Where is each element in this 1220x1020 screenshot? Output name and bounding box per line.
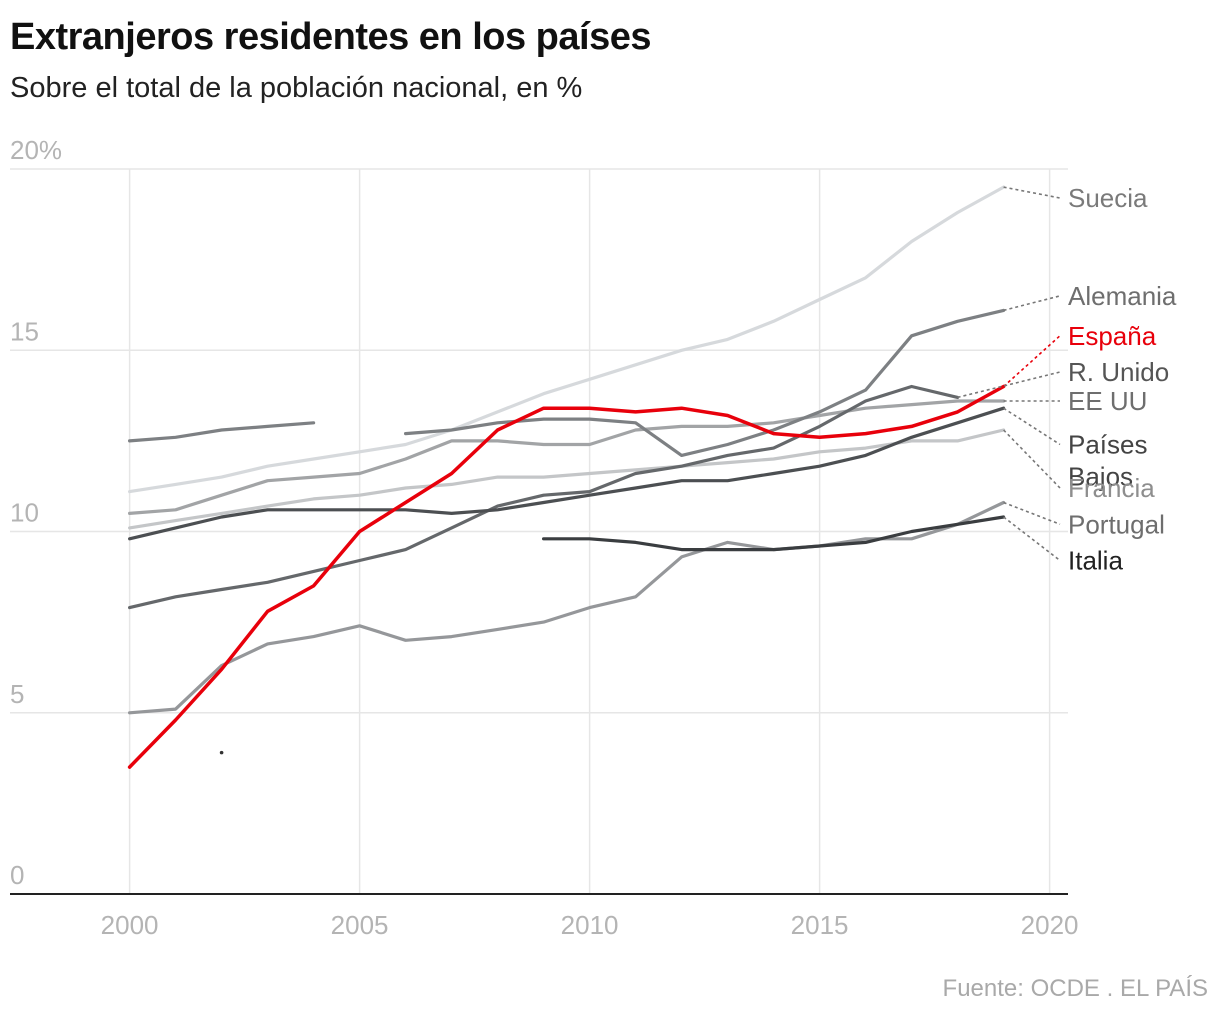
series-label-suecia: Suecia [1068,183,1148,213]
y-tick-label: 20% [10,135,62,165]
series-label-italia: Italia [1068,546,1123,576]
series-label-paises-bajos-line2: Bajos [1068,462,1133,492]
x-tick-label: 2005 [331,910,389,940]
label-leaders [957,186,1061,562]
y-tick-label: 10 [10,498,39,528]
leader-espana [1003,335,1061,388]
series-line-francia [128,428,1006,530]
chart-subtitle: Sobre el total de la población nacional,… [10,72,583,104]
y-tick-label: 0 [10,860,24,890]
series-line-espana [127,384,1006,769]
series-lines [127,185,1006,769]
series-line-paises-bajos [128,406,1006,541]
series-label-espana: España [1068,321,1157,351]
series-line-suecia [128,185,1006,494]
x-axis: 2000 2005 2010 2015 2020 [101,910,1079,940]
leader-portugal [1003,501,1061,525]
series-label-portugal: Portugal [1068,509,1165,539]
y-tick-label: 15 [10,316,39,346]
leader-italia [1003,516,1061,562]
x-tick-label: 2010 [561,910,619,940]
leader-r-unido [957,371,1061,399]
leader-francia [1003,429,1061,489]
point-marker [219,750,224,755]
gridlines [10,168,1068,894]
leader-suecia [1003,186,1061,199]
leader-alemania [1003,295,1061,312]
leader-paises-bajos [1003,407,1061,446]
point-markers [219,750,224,755]
chart-title: Extranjeros residentes en los países [10,16,651,58]
x-tick-label: 2015 [791,910,849,940]
source-note: Fuente: OCDE . EL PAÍS [942,975,1208,1002]
y-tick-label: 5 [10,679,24,709]
series-label-paises-bajos: Países [1068,430,1148,460]
series-line-italia [542,515,1006,552]
series-label-ee-uu: EE UU [1068,386,1147,416]
x-tick-label: 2000 [101,910,159,940]
series-label-francia: Francia [1068,473,1155,503]
y-axis: 0 5 10 15 20% [10,135,62,890]
series-line-alemania [128,308,1006,457]
series-line-portugal [128,500,1006,715]
series-line-r-unido [128,384,960,610]
x-tick-label: 2020 [1021,910,1079,940]
series-label-alemania: Alemania [1068,281,1177,311]
series-line-ee-uu [128,399,1006,515]
series-label-r-unido: R. Unido [1068,357,1169,387]
